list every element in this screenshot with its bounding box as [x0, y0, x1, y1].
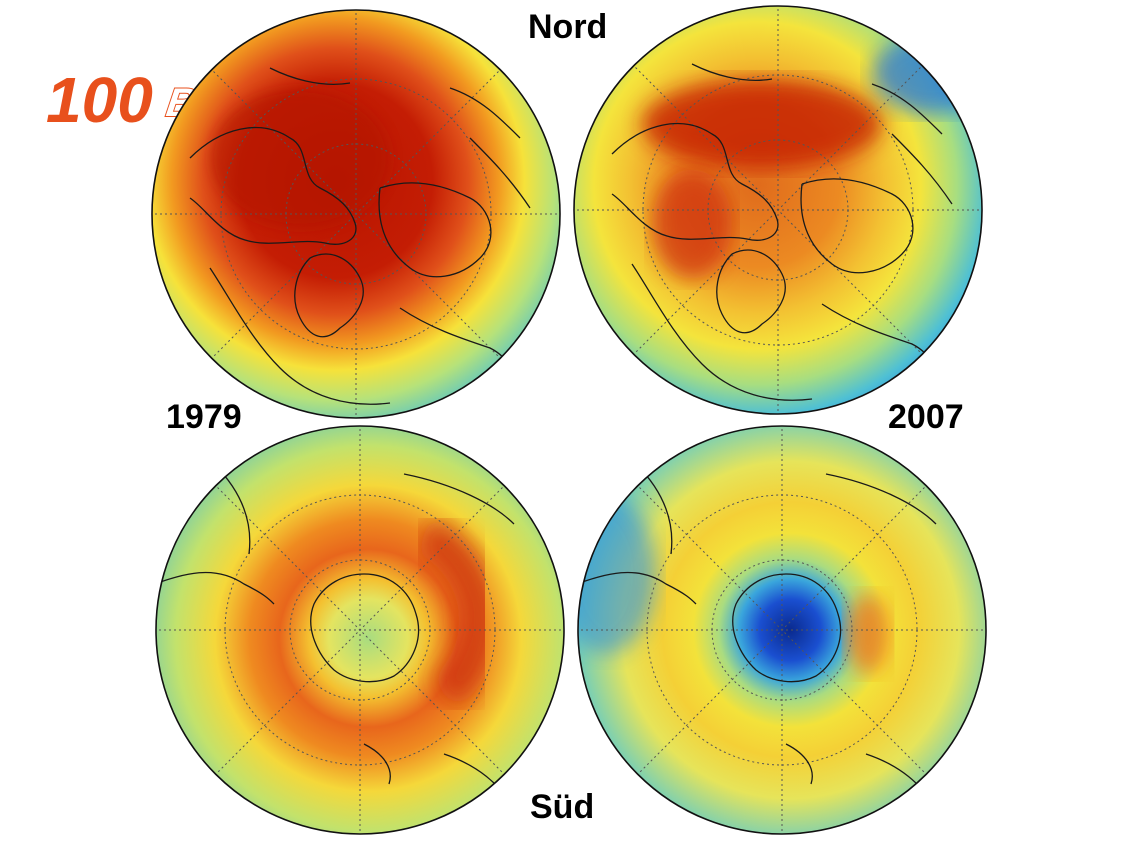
globe-south-2007: [577, 425, 987, 835]
year-1979-label: 1979: [166, 398, 242, 436]
south-label: Süd: [530, 788, 595, 826]
globe-north-2007: [573, 5, 983, 415]
north-label: Nord: [528, 8, 608, 46]
year-2007-label: 2007: [888, 398, 964, 436]
globe-north-1979: [151, 9, 561, 419]
globe-south-1979: [155, 425, 565, 835]
logo-number: 100: [46, 66, 153, 136]
